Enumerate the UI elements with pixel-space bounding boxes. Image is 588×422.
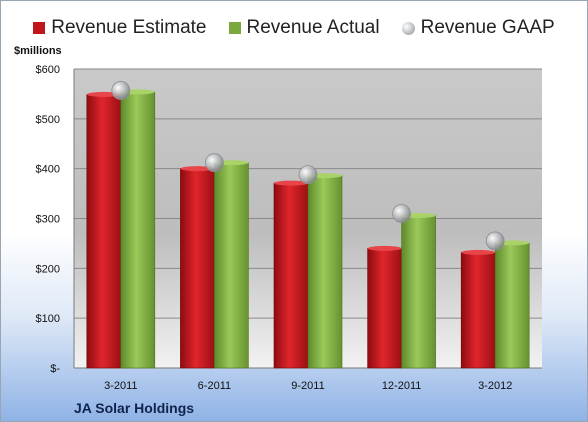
bar-top-revenue-estimate [367, 245, 402, 251]
bar-top-revenue-estimate [180, 166, 215, 172]
legend-label-revenue-estimate: Revenue Estimate [51, 17, 207, 38]
bar-revenue-actual [120, 91, 156, 369]
y-axis-unit-label: $millions [14, 45, 62, 57]
x-tick-label: 3-2012 [478, 380, 512, 392]
bar-revenue-actual [401, 215, 436, 369]
point-revenue-gaap [298, 165, 318, 185]
bar-revenue-estimate [86, 94, 122, 369]
bar-revenue-estimate [460, 252, 496, 369]
legend-item-revenue-gaap: Revenue GAAP [401, 17, 555, 39]
legend-label-revenue-gaap: Revenue GAAP [420, 17, 555, 38]
y-tick-label: $400 [36, 164, 60, 176]
x-tick-label: 9-2011 [291, 380, 324, 392]
y-tick-label: $600 [36, 64, 60, 76]
bar-revenue-estimate [180, 168, 215, 369]
legend-label-revenue-actual: Revenue Actual [246, 17, 380, 38]
company-name: JA Solar Holdings [74, 400, 195, 416]
legend-item-revenue-actual: Revenue Actual [228, 17, 380, 39]
x-tick-label: 3-2011 [104, 380, 137, 392]
legend-swatch-revenue-gaap [401, 21, 415, 35]
y-tick-label: $- [50, 363, 60, 375]
x-tick-label: 12-2011 [382, 380, 422, 392]
bar-revenue-estimate [367, 248, 402, 369]
y-tick-label: $300 [36, 214, 60, 226]
bar-top-revenue-estimate [274, 180, 308, 186]
y-tick-label: $200 [36, 263, 60, 275]
point-revenue-gaap [392, 204, 412, 223]
point-revenue-gaap [485, 231, 505, 251]
x-tick-label: 6-2011 [198, 380, 231, 392]
legend-swatch-revenue-estimate [33, 22, 46, 34]
bar-revenue-actual [307, 175, 343, 369]
legend-item-revenue-estimate: Revenue Estimate [33, 17, 207, 39]
chart-legend: Revenue Estimate Revenue Actual Revenue … [1, 17, 587, 39]
point-revenue-gaap [204, 153, 224, 173]
point-revenue-gaap [111, 81, 131, 100]
y-tick-label: $500 [36, 114, 60, 126]
y-tick-label: $100 [36, 313, 60, 325]
bar-top-revenue-estimate [461, 249, 496, 255]
bar-revenue-actual [494, 242, 530, 369]
legend-swatch-revenue-actual [228, 22, 241, 34]
bar-revenue-actual [214, 162, 249, 369]
bar-revenue-estimate [273, 182, 309, 369]
